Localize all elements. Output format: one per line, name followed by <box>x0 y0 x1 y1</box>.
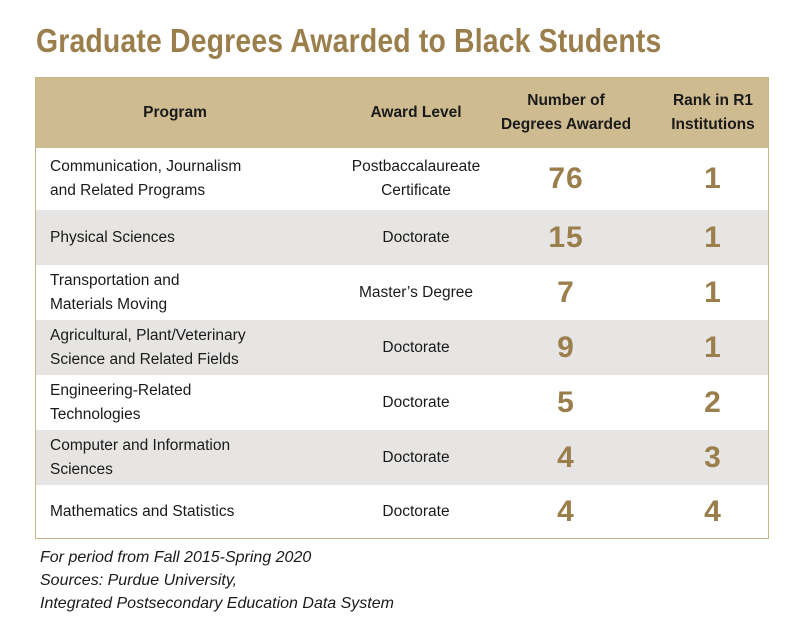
period-note: For period from Fall 2015-Spring 2020 <box>40 549 312 566</box>
award-level-cell: Postbaccalaureate Certificate <box>351 158 481 199</box>
table-row: Physical Sciences Doctorate 15 1 <box>36 210 768 265</box>
header-award-level: Award Level <box>370 104 462 121</box>
award-level-cell: Doctorate <box>382 228 450 246</box>
program-cell: Agricultural, Plant/Veterinary Science a… <box>50 326 246 368</box>
rank-cell: 1 <box>704 162 722 195</box>
header-rank: Rank in R1 Institutions <box>671 92 755 133</box>
award-level-cell: Doctorate <box>382 338 450 356</box>
chart-title: Graduate Degrees Awarded to Black Studen… <box>36 22 662 59</box>
program-cell: Engineering-Related Technologies <box>50 381 192 423</box>
program-cell: Communication, Journalism and Related Pr… <box>50 158 242 199</box>
program-cell: Mathematics and Statistics <box>50 502 235 520</box>
program-cell: Computer and Information Sciences <box>50 436 231 478</box>
table-row: Mathematics and Statistics Doctorate 4 4 <box>36 485 768 538</box>
table-row: Transportation and Materials Moving Maste… <box>36 265 768 320</box>
degrees-count-cell: 15 <box>548 220 584 254</box>
award-level-cell: Doctorate <box>382 448 450 466</box>
sources-note-continued: Integrated Postsecondary Education Data … <box>40 595 394 612</box>
table-row: Computer and Information Sciences Doctora… <box>36 430 768 485</box>
table-row: Communication, Journalism and Related Pr… <box>36 148 768 210</box>
degrees-count-cell: 76 <box>548 162 584 195</box>
sources-note: Sources: Purdue University, <box>40 572 238 589</box>
rank-cell: 3 <box>704 440 722 474</box>
degrees-count-cell: 5 <box>557 385 575 419</box>
degrees-count-cell: 9 <box>557 330 575 364</box>
degrees-count-cell: 7 <box>557 275 575 309</box>
program-cell: Physical Sciences <box>50 228 175 246</box>
table-row: Agricultural, Plant/Veterinary Science a… <box>36 320 768 375</box>
table-row: Engineering-Related Technologies Doctorat… <box>36 375 768 430</box>
degrees-count-cell: 4 <box>557 494 575 528</box>
rank-cell: 2 <box>704 385 722 419</box>
rank-cell: 1 <box>704 275 722 309</box>
rank-cell: 1 <box>704 220 722 254</box>
program-cell: Transportation and Materials Moving <box>50 271 180 313</box>
header-number-of-degrees: Number of Degrees Awarded <box>500 92 632 133</box>
footnotes: For period from Fall 2015-Spring 2020 So… <box>40 546 394 615</box>
rank-cell: 1 <box>704 330 722 364</box>
award-level-cell: Master’s Degree <box>358 283 473 301</box>
table-header: Program Award Level Number of Degrees Aw… <box>36 78 768 148</box>
rank-cell: 4 <box>704 494 722 528</box>
award-level-cell: Doctorate <box>382 393 450 411</box>
award-level-cell: Doctorate <box>382 502 450 520</box>
degrees-count-cell: 4 <box>557 440 575 474</box>
degrees-table: Program Award Level Number of Degrees Aw… <box>35 77 769 539</box>
header-program: Program <box>143 104 207 121</box>
